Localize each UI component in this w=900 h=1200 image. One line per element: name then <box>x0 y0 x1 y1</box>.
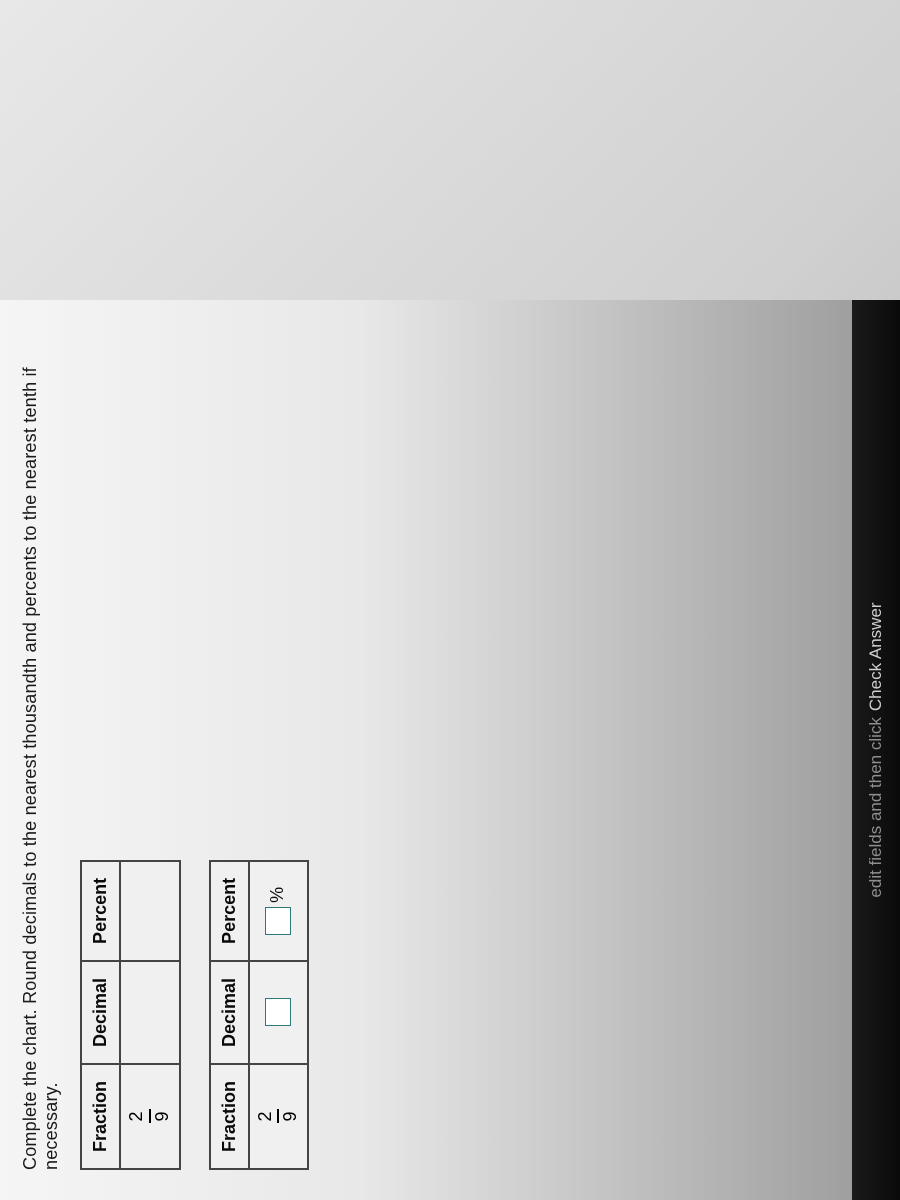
percent-sign: % <box>267 887 288 903</box>
toolbar-faded-text: edit fields and then click <box>866 717 886 898</box>
input-fraction-cell: 2 9 <box>249 1064 309 1169</box>
ref-header-percent: Percent <box>81 861 120 961</box>
ref-header-decimal: Decimal <box>81 961 120 1064</box>
input-fraction-denominator: 9 <box>281 1109 301 1123</box>
decimal-input[interactable] <box>265 998 291 1026</box>
fraction-bar <box>277 1110 279 1124</box>
ref-fraction-denominator: 9 <box>153 1109 173 1123</box>
instruction-text: Complete the chart. Round decimals to th… <box>20 330 62 1170</box>
ref-decimal-cell <box>120 961 180 1064</box>
input-decimal-cell <box>249 961 309 1064</box>
input-table: Fraction Decimal Percent 2 9 % <box>209 860 310 1170</box>
check-answer-button[interactable]: Check Answer <box>866 602 886 711</box>
ref-percent-cell <box>120 861 180 961</box>
input-header-percent: Percent <box>210 861 249 961</box>
ref-header-fraction: Fraction <box>81 1064 120 1169</box>
question-panel: Complete the chart. Round decimals to th… <box>0 300 900 1200</box>
ref-fraction-cell: 2 9 <box>120 1064 180 1169</box>
input-percent-cell: % <box>249 861 309 961</box>
percent-input[interactable] <box>265 907 291 935</box>
input-fraction: 2 9 <box>256 1109 302 1123</box>
ref-fraction: 2 9 <box>127 1109 173 1123</box>
reference-table: Fraction Decimal Percent 2 9 <box>80 860 181 1170</box>
bottom-toolbar: edit fields and then click Check Answer <box>852 300 900 1200</box>
input-fraction-numerator: 2 <box>256 1109 276 1123</box>
fraction-bar <box>149 1110 151 1124</box>
input-header-decimal: Decimal <box>210 961 249 1064</box>
input-header-fraction: Fraction <box>210 1064 249 1169</box>
ref-fraction-numerator: 2 <box>127 1109 147 1123</box>
